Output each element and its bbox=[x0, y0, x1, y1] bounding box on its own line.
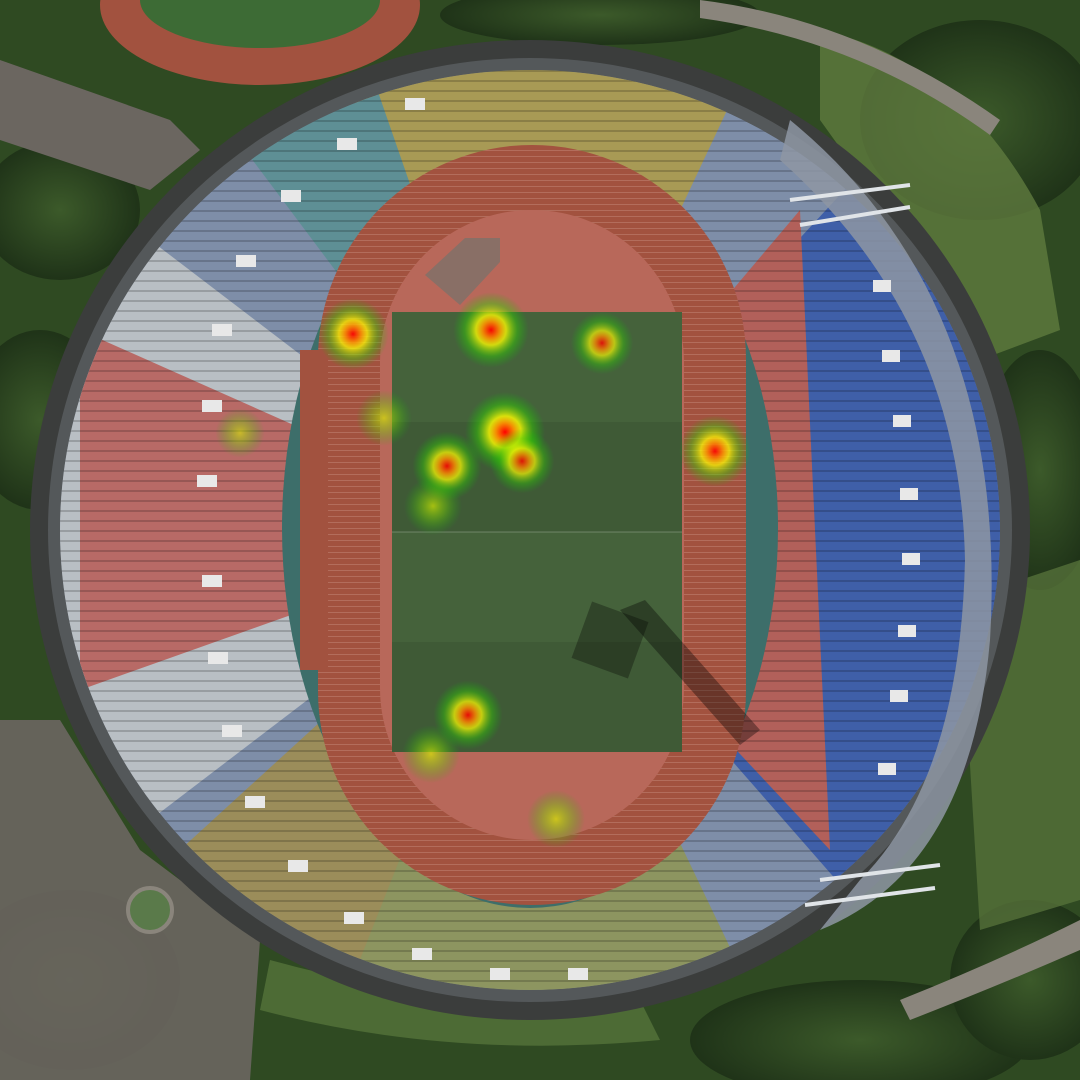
floodlight-towers bbox=[789, 183, 941, 907]
upper-stand-east bbox=[780, 120, 992, 930]
track-apron-patch bbox=[425, 238, 500, 305]
neighbouring-track bbox=[100, 0, 420, 85]
stand-entrances bbox=[197, 98, 920, 980]
roundabout bbox=[126, 886, 174, 934]
